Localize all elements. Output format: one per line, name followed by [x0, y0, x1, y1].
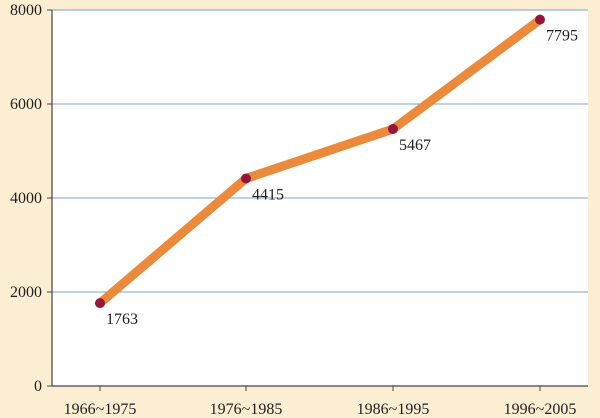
y-tick-label-1: 2000 [10, 284, 42, 301]
series-line [95, 15, 545, 308]
markers-group [95, 14, 545, 309]
data-point-2 [388, 124, 398, 135]
data-point-3 [535, 14, 545, 25]
data-label-3: 7795 [546, 28, 578, 45]
x-tick-label-0: 1966~1975 [64, 401, 137, 418]
data-point-0 [95, 298, 105, 309]
y-tick-label-3: 6000 [10, 96, 42, 113]
y-tick-label-0: 0 [34, 378, 42, 395]
x-tick-label-2: 1986~1995 [357, 401, 430, 418]
y-tick-label-4: 8000 [10, 2, 42, 19]
series-group [95, 15, 545, 308]
data-label-0: 1763 [106, 311, 138, 328]
y-tick-label-2: 4000 [10, 190, 42, 207]
y-axis-ticks: 0 2000 4000 6000 8000 [10, 2, 52, 395]
x-axis-ticks: 1966~1975 1976~1985 1986~1995 1996~2005 [64, 386, 577, 418]
gridlines [52, 9, 588, 293]
data-point-1 [241, 173, 251, 184]
data-label-2: 5467 [399, 137, 431, 154]
x-tick-label-3: 1996~2005 [504, 401, 577, 418]
data-label-1: 4415 [252, 186, 284, 203]
x-tick-label-1: 1976~1985 [210, 401, 283, 418]
data-labels-group: 1763 4415 5467 7795 [106, 28, 578, 329]
